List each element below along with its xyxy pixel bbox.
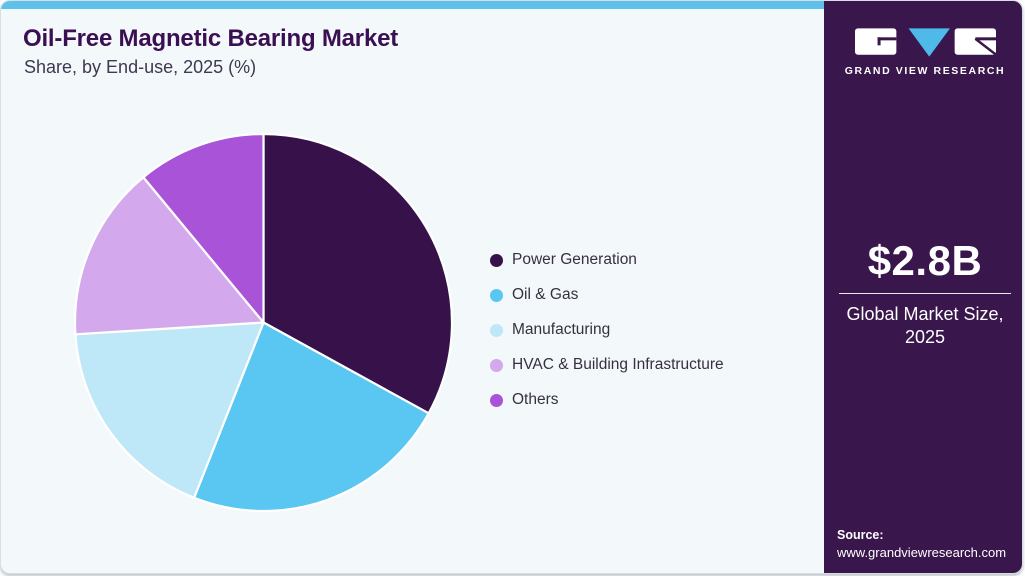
pie-chart-svg (73, 132, 454, 513)
pie-slice-oil-gas (193, 321, 430, 513)
source-url: www.grandviewresearch.com (837, 545, 1007, 560)
legend-item: HVAC & Building Infrastructure (490, 356, 724, 374)
market-size-block: $2.8B Global Market Size, 2025 (824, 237, 1022, 350)
page-title: Oil-Free Magnetic Bearing Market (23, 25, 399, 52)
logo-r-notch-h (974, 37, 996, 41)
market-size-label-line2: 2025 (904, 327, 946, 348)
market-size-label: Global Market Size, 2025 (824, 303, 1022, 350)
brand-logo-block: GRAND VIEW RESEARCH (824, 28, 1022, 77)
accent-bar (1, 1, 824, 9)
page-subtitle: Share, by End-use, 2025 (%) (24, 57, 257, 77)
logo-r-leg (974, 37, 996, 56)
legend-label: Others (512, 391, 559, 408)
pie-slice-power-generation (262, 132, 454, 415)
legend-swatch-icon (490, 323, 503, 337)
legend-label: HVAC & Building Infrastructure (512, 356, 724, 373)
legend-item: Others (490, 391, 724, 409)
pie-slice-manufacturing (74, 321, 265, 499)
legend-swatch-icon (490, 253, 503, 267)
legend-label: Oil & Gas (512, 286, 579, 303)
gvr-logo-icon (854, 28, 996, 57)
legend-item: Power Generation (490, 251, 724, 269)
sidebar: GRAND VIEW RESEARCH $2.8B Global Market … (824, 1, 1022, 573)
brand-name: GRAND VIEW RESEARCH (844, 65, 1006, 77)
logo-g-notch-h (877, 37, 896, 41)
logo-letter-v-triangle-icon (908, 28, 950, 57)
market-size-value: $2.8B (867, 237, 983, 284)
market-size-label-line1: Global Market Size, (846, 304, 1004, 324)
legend-item: Oil & Gas (490, 286, 724, 304)
logo-letter-g (854, 28, 896, 55)
legend-label: Manufacturing (512, 321, 611, 338)
legend-label: Power Generation (512, 251, 637, 268)
pie-chart (73, 132, 454, 513)
source-label: Source: (837, 528, 884, 542)
legend-swatch-icon (490, 288, 503, 302)
legend-swatch-icon (490, 393, 503, 407)
pie-slice-hvac-building-infrastructure (73, 176, 265, 336)
legend-swatch-icon (490, 358, 503, 372)
source-block: Source: www.grandviewresearch.com (837, 528, 1006, 560)
pie-slice-others (142, 132, 265, 324)
divider (839, 293, 1011, 294)
legend-item: Manufacturing (490, 321, 724, 339)
logo-g-notch-v (877, 37, 881, 46)
legend: Power Generation Oil & Gas Manufacturing HV… (490, 251, 724, 409)
